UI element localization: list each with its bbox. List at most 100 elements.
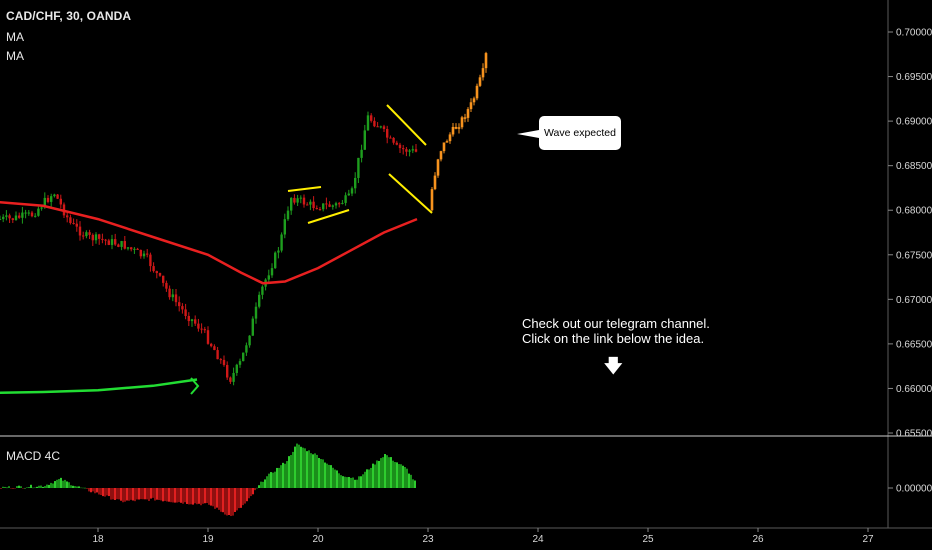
candle-body: [331, 205, 334, 207]
macd-bar: [194, 488, 196, 504]
macd-bar: [134, 488, 136, 502]
macd-bar: [24, 487, 26, 489]
macd-bar: [168, 488, 170, 502]
macd-bar: [412, 479, 414, 488]
time-tick-label: 24: [532, 534, 544, 545]
macd-bar: [406, 468, 408, 488]
candle-body: [350, 188, 354, 194]
macd-bar: [270, 472, 272, 488]
macd-bar: [130, 488, 132, 500]
candle-body: [165, 282, 168, 289]
candle-body: [267, 275, 270, 280]
candle-body: [27, 212, 30, 214]
macd-bar: [96, 488, 98, 493]
macd-bar: [206, 488, 208, 504]
macd-bar: [54, 481, 56, 488]
macd-bar: [152, 488, 154, 498]
macd-bar: [132, 488, 134, 501]
macd-bar: [60, 477, 62, 488]
projection-body: [448, 134, 452, 142]
projection-candles: [430, 51, 488, 212]
macd-bar: [164, 488, 166, 501]
macd-bar: [390, 457, 392, 488]
macd-bar: [324, 462, 326, 488]
macd-bar: [260, 481, 262, 488]
candle-body: [322, 203, 325, 210]
macd-bar: [170, 488, 172, 503]
candle-body: [171, 294, 174, 298]
macd-bar: [364, 471, 366, 488]
candle-body: [302, 197, 306, 205]
macd-bar: [6, 487, 8, 489]
macd-bar: [338, 473, 340, 488]
macd-bar: [90, 488, 92, 493]
macd-bar: [346, 477, 348, 488]
candle-body: [178, 302, 181, 307]
macd-bar: [98, 488, 100, 495]
macd-bar: [86, 488, 88, 489]
macd-bar: [326, 463, 328, 488]
candle-body: [306, 204, 309, 206]
macd-bar: [366, 469, 368, 488]
projection-body: [457, 127, 461, 129]
candle-body: [24, 212, 27, 214]
macd-bar: [46, 484, 48, 488]
macd-bar: [356, 479, 358, 488]
macd-bar: [286, 461, 288, 488]
macd-bar: [172, 488, 174, 503]
macd-bar: [32, 487, 34, 489]
macd-tick-label: 0.00000: [896, 484, 932, 495]
macd-bar: [304, 448, 306, 488]
candle-body: [283, 219, 286, 235]
macd-bar: [108, 488, 110, 497]
candle-body: [376, 126, 379, 128]
macd-bar: [48, 484, 50, 488]
macd-bar: [158, 488, 160, 500]
macd-bar: [126, 488, 128, 501]
candle-body: [341, 202, 344, 204]
time-tick-label: 27: [862, 534, 874, 545]
price-tick-label: 0.67000: [896, 295, 932, 306]
pattern-lines: [190, 104, 433, 395]
candle-body: [149, 254, 152, 267]
candle-body: [168, 288, 171, 298]
macd-bar: [250, 488, 252, 497]
macd-bar: [332, 467, 334, 488]
macd-bar: [42, 486, 44, 488]
candle-body: [66, 215, 69, 218]
candle-body: [40, 207, 43, 209]
candle-body: [69, 217, 72, 223]
macd-bar: [244, 488, 246, 504]
macd-bar: [302, 447, 304, 488]
projection-body: [472, 98, 476, 103]
candle-body: [293, 197, 296, 203]
candle-body: [94, 234, 98, 241]
candle-body: [242, 352, 245, 362]
candle-body: [114, 239, 117, 245]
projection-body: [445, 141, 449, 143]
macd-bar: [154, 488, 156, 501]
candle-body: [184, 309, 187, 316]
macd-bar: [146, 488, 148, 500]
macd-bar: [50, 482, 52, 488]
macd-bar: [292, 451, 294, 488]
candle-body: [312, 201, 315, 209]
time-axis: 18 19 20 23 24 25 26 27: [92, 528, 874, 545]
macd-bar: [340, 475, 342, 488]
candle-body: [11, 218, 14, 220]
macd-bar: [394, 462, 396, 488]
macd-bar: [300, 446, 302, 488]
candle-body: [78, 226, 82, 236]
candle-body: [130, 247, 133, 250]
candle-body: [155, 271, 158, 274]
macd-bar: [102, 488, 104, 497]
macd-bar: [342, 476, 344, 488]
macd-bar: [264, 479, 266, 488]
candle-body: [354, 177, 357, 189]
projection-body: [430, 189, 434, 211]
macd-bar: [0, 488, 2, 489]
macd-bar: [202, 488, 204, 504]
macd-bar: [322, 459, 324, 488]
macd-bar: [358, 476, 360, 488]
ma-legend-2: MA: [6, 49, 24, 63]
